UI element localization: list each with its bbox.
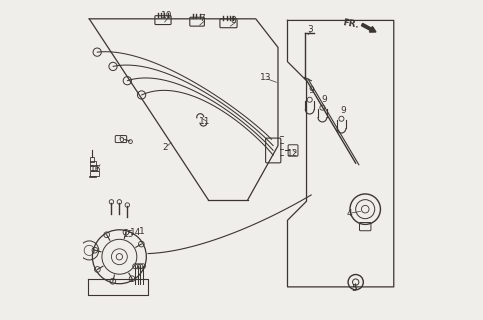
Text: 9: 9 (321, 95, 327, 104)
FancyArrow shape (361, 23, 376, 32)
Text: 16: 16 (90, 165, 101, 174)
Text: 6: 6 (118, 135, 124, 144)
Text: 5: 5 (351, 284, 357, 293)
Text: 13: 13 (259, 73, 271, 82)
Text: 11: 11 (199, 117, 211, 126)
Text: 9: 9 (340, 106, 346, 115)
Text: 2: 2 (163, 143, 168, 152)
Text: 15: 15 (123, 230, 135, 239)
Text: 4: 4 (346, 209, 352, 219)
Text: 10: 10 (161, 11, 173, 20)
Bar (90, 161, 96, 166)
Bar (90, 156, 94, 162)
Bar (90, 165, 97, 170)
Text: 8: 8 (231, 16, 237, 25)
Text: 12: 12 (286, 149, 298, 158)
Text: 9: 9 (309, 86, 314, 95)
Text: 14: 14 (129, 228, 141, 237)
Text: FR.: FR. (342, 18, 360, 29)
Bar (90, 171, 99, 176)
Text: 3: 3 (307, 25, 313, 35)
Text: 1: 1 (139, 227, 144, 236)
Text: 7: 7 (199, 14, 205, 23)
